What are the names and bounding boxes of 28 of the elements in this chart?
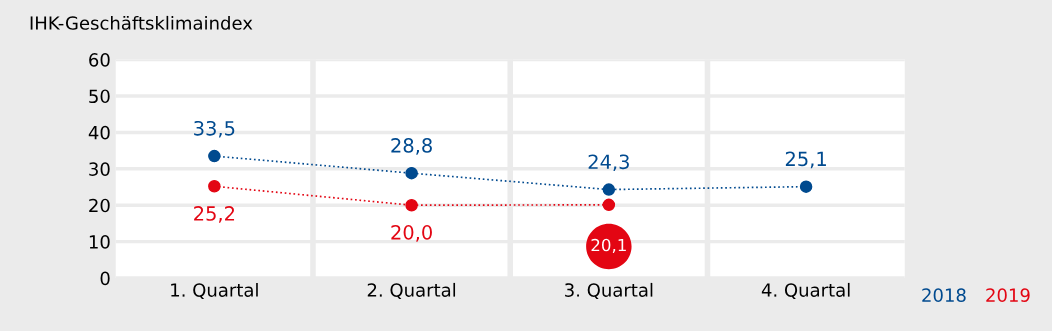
x-tick-label: 1. Quartal bbox=[171, 282, 258, 299]
data-label: 24,3 bbox=[588, 154, 629, 172]
x-tick-label: 3. Quartal bbox=[565, 282, 653, 299]
point bbox=[405, 198, 418, 212]
point bbox=[208, 180, 221, 193]
y-tick-label: 20 bbox=[89, 198, 110, 213]
x-tick-label: 2. Quartal bbox=[367, 282, 456, 299]
point bbox=[799, 180, 813, 193]
y-tick-label: 10 bbox=[89, 235, 110, 249]
y-tick-label: 30 bbox=[89, 162, 110, 176]
data-label: 33,5 bbox=[194, 120, 235, 138]
y-axis-title: IHK-Geschäftsklimaindex bbox=[30, 15, 253, 30]
y-tick-label: 40 bbox=[88, 125, 110, 140]
text: 2018 bbox=[922, 288, 966, 302]
point bbox=[405, 166, 418, 180]
y-tick-label: 0 bbox=[100, 271, 110, 286]
text: 2019 bbox=[986, 288, 1030, 302]
data-label: 28,8 bbox=[391, 138, 432, 155]
data-label: 20,0 bbox=[391, 225, 432, 242]
y-tick-label: 60 bbox=[89, 53, 110, 67]
data-label: 25,2 bbox=[194, 206, 235, 223]
point bbox=[602, 198, 616, 212]
x-tick-label: 4. Quartal bbox=[761, 282, 850, 299]
point bbox=[208, 149, 221, 163]
point bbox=[602, 183, 616, 196]
data-label: 25,1 bbox=[785, 151, 826, 169]
y-tick-label: 50 bbox=[89, 89, 110, 104]
data-label: 20,1 bbox=[591, 238, 626, 254]
